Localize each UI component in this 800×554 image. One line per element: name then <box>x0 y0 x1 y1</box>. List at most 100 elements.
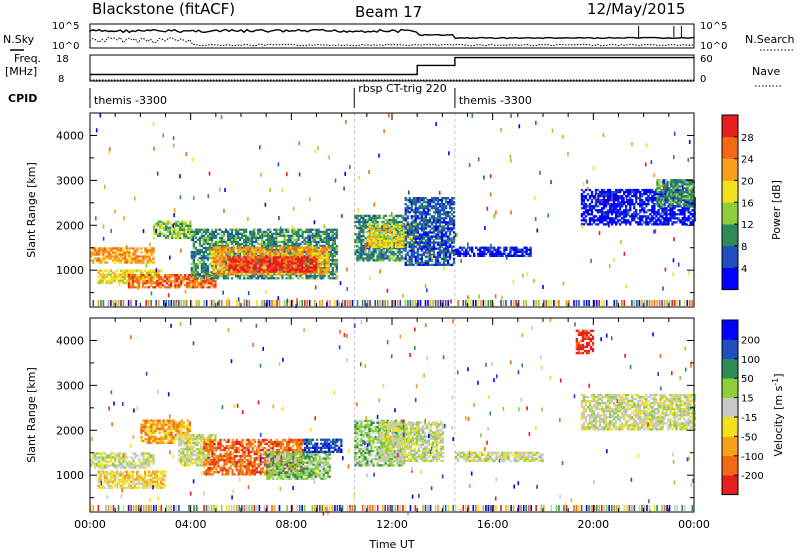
heatmap-cell <box>206 282 209 285</box>
heatmap-cell <box>271 248 274 251</box>
heatmap-cell <box>358 230 361 234</box>
heatmap-cell <box>655 221 658 224</box>
heatmap-cell <box>406 253 409 256</box>
heatmap-cell <box>440 243 444 246</box>
heatmap-cell <box>446 239 450 242</box>
heatmap-cell <box>279 248 282 251</box>
heatmap-cell <box>280 256 284 259</box>
heatmap-cell <box>153 275 157 278</box>
heatmap-cell <box>114 247 117 250</box>
heatmap-cell <box>444 207 448 210</box>
heatmap-cell <box>288 264 292 267</box>
heatmap-cell <box>412 237 415 240</box>
heatmap-cell <box>442 219 446 222</box>
heatmap-cell <box>226 234 230 238</box>
heatmap-cell <box>220 252 224 255</box>
heatmap-cell <box>313 258 316 261</box>
heatmap-cell <box>235 234 238 238</box>
heatmap-cell <box>208 256 212 260</box>
heatmap-cell <box>300 268 304 271</box>
heatmap-cell <box>178 282 181 285</box>
heatmap-cell <box>438 241 442 244</box>
heatmap-cell <box>358 241 361 244</box>
heatmap-cell <box>192 274 195 277</box>
heatmap-cell <box>251 246 254 249</box>
heatmap-cell <box>450 197 454 200</box>
heatmap-cell <box>222 258 226 261</box>
heatmap-cell <box>610 213 614 216</box>
heatmap-cell <box>321 232 324 236</box>
heatmap-cell <box>382 243 385 246</box>
heatmap-cell <box>290 260 294 263</box>
heatmap-cell <box>501 252 504 256</box>
heatmap-cell <box>263 242 266 246</box>
heatmap-cell <box>497 246 500 249</box>
heatmap-cell <box>380 255 383 258</box>
heatmap-cell <box>448 251 452 254</box>
heatmap-cell <box>325 232 328 236</box>
heatmap-cell <box>317 230 320 234</box>
heatmap-cell <box>641 219 644 222</box>
heatmap-cell <box>241 270 244 273</box>
heatmap-cell <box>204 269 208 272</box>
heatmap-cell <box>127 274 131 277</box>
heatmap-cell <box>493 248 496 251</box>
heatmap-cell <box>463 250 466 253</box>
heatmap-cell <box>156 224 160 227</box>
heatmap-cell <box>114 253 117 256</box>
heatmap-cell <box>456 252 460 256</box>
heatmap-cell <box>645 197 648 200</box>
heatmap-cell <box>374 229 378 232</box>
heatmap-cell <box>289 272 292 275</box>
heatmap-cell <box>200 286 203 289</box>
heatmap-cell <box>329 277 332 280</box>
heatmap-cell <box>196 238 200 242</box>
heatmap-cell <box>661 209 664 212</box>
heatmap-cell <box>414 251 417 254</box>
heatmap-cell <box>307 246 310 249</box>
heatmap-cell <box>224 275 228 278</box>
heatmap-cell <box>285 228 288 231</box>
heatmap-cell <box>154 224 158 227</box>
heatmap-cell <box>444 245 448 248</box>
heatmap-cell <box>408 259 411 262</box>
heatmap-cell <box>436 207 440 210</box>
heatmap-cell <box>610 195 614 198</box>
heatmap-cell <box>120 253 123 256</box>
heatmap-cell <box>588 188 592 192</box>
heatmap-cell <box>331 277 334 280</box>
heatmap-cell <box>171 224 174 227</box>
heatmap-cell <box>641 215 644 218</box>
heatmap-cell <box>206 236 210 240</box>
heatmap-cell <box>418 245 422 248</box>
heatmap-cell <box>224 254 228 258</box>
heatmap-cell <box>287 228 290 231</box>
heatmap-cell <box>317 275 320 278</box>
heatmap-cell <box>410 207 413 210</box>
heatmap-cell <box>286 256 290 259</box>
heatmap-cell <box>263 248 266 251</box>
heatmap-cell <box>406 221 409 224</box>
heatmap-cell <box>253 250 256 253</box>
heatmap-cell <box>293 252 296 255</box>
heatmap-cell <box>220 268 224 271</box>
heatmap-cell <box>596 199 600 202</box>
heatmap-cell <box>274 270 278 273</box>
heatmap-cell <box>319 238 322 242</box>
heatmap-cell <box>200 258 204 262</box>
heatmap-cell <box>249 254 252 257</box>
heatmap-cell <box>627 188 630 192</box>
heatmap-cell <box>598 217 602 220</box>
heatmap-cell <box>415 243 418 247</box>
heatmap-cell <box>228 264 231 267</box>
heatmap-cell <box>499 252 502 256</box>
heatmap-cell <box>452 221 456 224</box>
heatmap-cell <box>315 258 318 261</box>
heatmap-cell <box>300 258 304 261</box>
heatmap-cell <box>661 223 664 226</box>
heatmap-cell <box>651 197 654 200</box>
heatmap-cell <box>110 249 113 252</box>
heatmap-cell <box>619 215 622 218</box>
heatmap-cell <box>444 249 448 252</box>
heatmap-cell <box>309 240 312 244</box>
